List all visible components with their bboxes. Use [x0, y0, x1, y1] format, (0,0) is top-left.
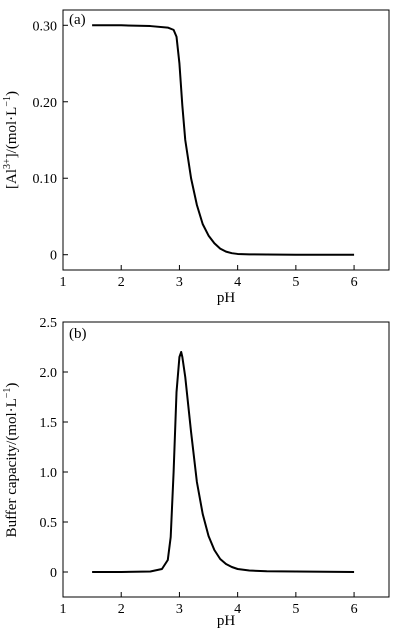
panel-b: (b) 1 2 3 4 5 6 0 0.5 1.0 1.5 2.0 2.5 pH Buffer ca…: [2, 316, 390, 629]
panel-b-ylabel-part2: ): [4, 383, 20, 388]
panel-a-ylabel-sup1: 3+: [2, 158, 13, 169]
panel-a-label: (a): [69, 12, 86, 28]
panel-a-ytick-label: 0.20: [33, 96, 58, 111]
panel-b-frame: [62, 321, 390, 598]
panel-b-ylabel-part1: Buffer capacity/(mol·L: [4, 398, 20, 537]
panel-a-xtick-label: 3: [176, 275, 183, 290]
panel-b-xtick-label: 6: [351, 602, 358, 617]
panel-b-xtick-label: 2: [118, 602, 125, 617]
panel-b-ytick-label: 2.0: [40, 366, 58, 381]
panel-a-ylabel-sup2: −1: [2, 96, 13, 107]
panel-b-ylabel-sup: −1: [2, 388, 13, 399]
panel-a-xtick-label: 6: [351, 275, 358, 290]
panel-a-ylabel-part3: ): [4, 91, 20, 96]
panel-b-ylabel: Buffer capacity/(mol·L−1): [2, 383, 20, 538]
panel-a: (a) 1 2 3 4 5 6 0 0.10 0.20 0.30 pH [Al3+]/(mol·…: [2, 9, 390, 306]
panel-b-xtick-label: 4: [234, 602, 241, 617]
panel-b-label: (b): [69, 326, 87, 342]
panel-b-series-line: [92, 351, 355, 573]
panel-b-xtick-label: 1: [60, 602, 67, 617]
panel-a-xtick-label: 2: [118, 275, 125, 290]
panel-a-ytick-label: 0: [50, 249, 57, 264]
panel-b-xtick-label: 5: [292, 602, 299, 617]
panel-b-ytick-label: 0: [50, 566, 57, 581]
panel-b-xlabel: pH: [217, 613, 236, 629]
panel-b-ytick-label: 1.0: [40, 466, 58, 481]
panel-a-xtick-label: 1: [60, 275, 67, 290]
panel-a-xtick-label: 5: [292, 275, 299, 290]
panel-b-ytick-label: 0.5: [40, 516, 58, 531]
panel-a-ylabel-part1: [Al: [4, 169, 20, 189]
panel-a-series-line: [92, 24, 355, 256]
panel-b-ytick-label: 2.5: [40, 316, 58, 331]
panel-b-xtick-label: 3: [176, 602, 183, 617]
panel-a-xtick-label: 4: [234, 275, 241, 290]
panel-a-ylabel-part2: ]/(mol·L: [4, 107, 20, 159]
panel-a-ylabel: [Al3+]/(mol·L−1): [2, 91, 20, 189]
panel-b-ytick-label: 1.5: [40, 416, 58, 431]
panel-a-ytick-label: 0.10: [33, 172, 58, 187]
panel-a-xlabel: pH: [217, 290, 236, 306]
panel-a-frame: [62, 9, 390, 271]
panel-a-ytick-label: 0.30: [33, 19, 58, 34]
